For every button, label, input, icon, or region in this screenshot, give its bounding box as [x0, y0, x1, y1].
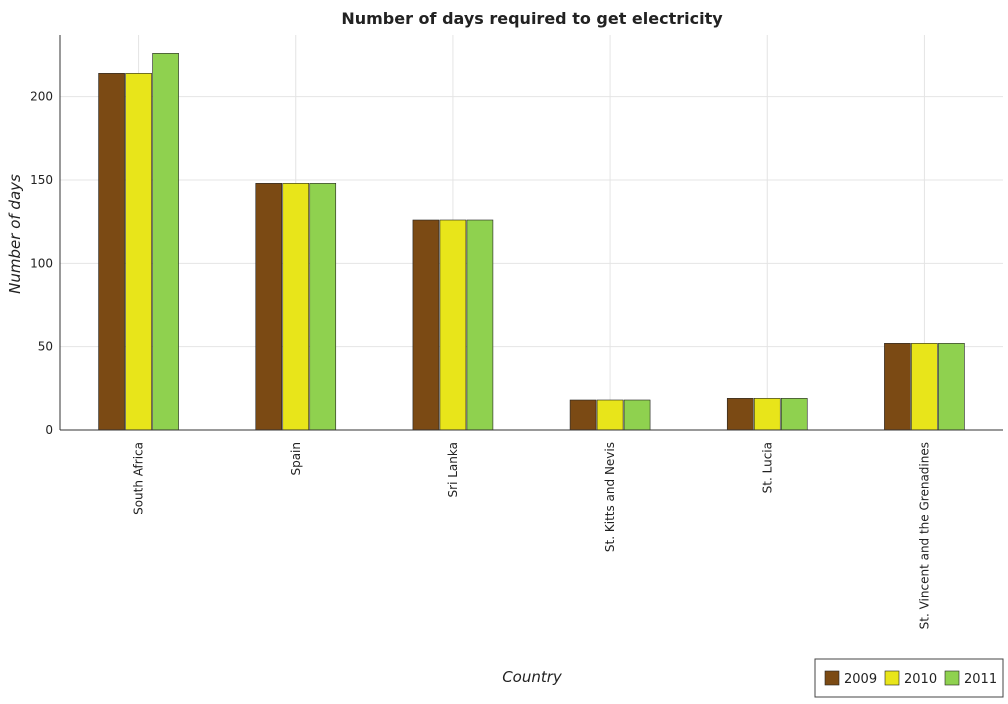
bar: [466, 219, 494, 431]
bar: [911, 343, 938, 431]
y-tick-label: 100: [30, 256, 53, 270]
legend-swatch: [884, 670, 900, 686]
chart-title: Number of days required to get electrici…: [341, 9, 723, 28]
bar: [412, 219, 440, 431]
y-axis-title: Number of days: [6, 174, 24, 294]
x-axis-title: Country: [502, 668, 563, 686]
bar: [282, 183, 310, 431]
y-tick-label: 0: [45, 423, 53, 437]
bar: [255, 183, 283, 431]
x-tick-label: Spain: [289, 442, 303, 476]
bar: [439, 219, 467, 431]
bar: [125, 73, 152, 431]
bar: [569, 399, 597, 431]
bar: [753, 398, 781, 431]
x-tick-label: St. Vincent and the Grenadines: [917, 442, 931, 629]
bar: [726, 398, 754, 431]
bar: [596, 399, 624, 431]
axes: 0 50 100 150 200 South Africa Spain Sri Lanka St…: [30, 35, 1003, 629]
bar: [884, 343, 911, 431]
x-tick-label: St. Lucia: [760, 442, 774, 493]
bar: [98, 73, 125, 431]
legend-label: 2009: [844, 672, 877, 687]
y-tick-label: 200: [30, 90, 53, 104]
legend: 2009 2010 2011: [814, 658, 1004, 698]
bar: [780, 398, 808, 431]
legend-label: 2010: [904, 672, 937, 687]
legend-swatch: [824, 670, 840, 686]
y-tick-label: 150: [30, 173, 53, 187]
bar: [309, 183, 337, 431]
y-tick-label: 50: [38, 340, 53, 354]
bar: [623, 399, 651, 431]
bar: [938, 343, 965, 431]
legend-box: [814, 658, 1004, 698]
x-tick-label: South Africa: [132, 442, 146, 515]
x-tick-label: St. Kitts and Nevis: [603, 442, 617, 552]
legend-label: 2011: [964, 672, 997, 687]
x-tick-label: Sri Lanka: [446, 442, 460, 497]
bar: [152, 53, 179, 431]
legend-swatch: [944, 670, 960, 686]
bars: [98, 53, 965, 431]
